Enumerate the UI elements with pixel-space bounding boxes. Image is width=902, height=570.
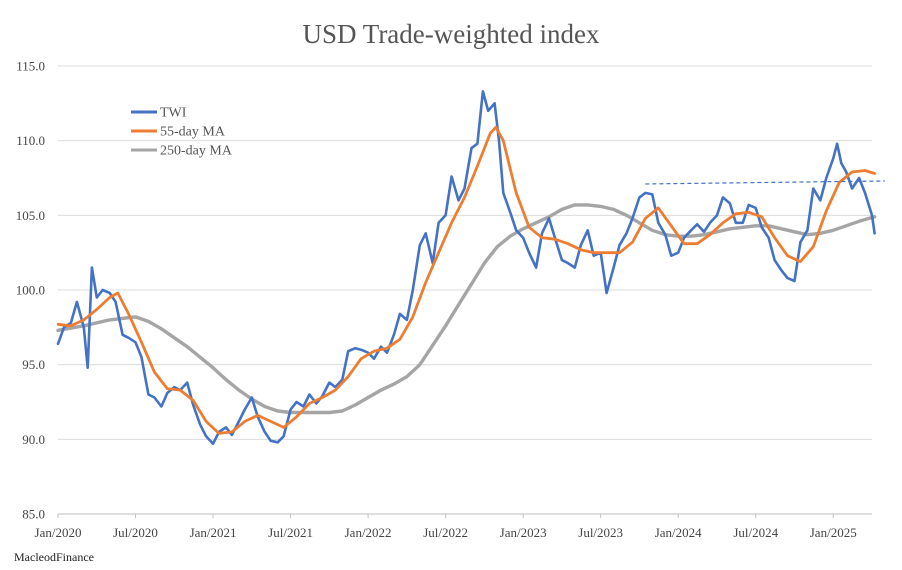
- x-tick-label: Jan/2020: [35, 525, 82, 540]
- legend-label: 250-day MA: [160, 144, 233, 159]
- trendline-dashed: [645, 180, 885, 185]
- y-tick-label: 115.0: [16, 59, 45, 74]
- y-tick-label: 110.0: [16, 133, 45, 148]
- y-tick-label: 85.0: [22, 507, 45, 522]
- legend-label: TWI: [160, 106, 187, 121]
- x-tick-label: Jan/2024: [655, 525, 702, 540]
- series-lines: [56, 90, 877, 446]
- x-tick-label: Jan/2023: [500, 525, 547, 540]
- annotations: [645, 180, 885, 185]
- source-label: MacleodFinance: [14, 550, 94, 564]
- legend: TWI 55-day MA 250-day MA: [131, 106, 233, 159]
- x-axis-labels: Jan/2020 Jul/2020 Jan/2021 Jul/2021 Jan/2022…: [35, 525, 857, 540]
- y-tick-label: 95.0: [22, 357, 45, 372]
- grid-lines: [57, 65, 872, 518]
- x-tick-label: Jul/2022: [423, 525, 468, 540]
- x-tick-label: Jul/2023: [578, 525, 623, 540]
- x-tick-label: Jan/2022: [345, 525, 392, 540]
- y-axis-labels: 85.0 90.0 95.0 100.0 105.0 110.0 115.0: [16, 59, 45, 522]
- x-tick-label: Jan/2025: [810, 525, 857, 540]
- x-tick-label: Jan/2021: [190, 525, 237, 540]
- legend-label: 55-day MA: [160, 125, 226, 140]
- series-line-55-day-ma: [56, 125, 876, 435]
- y-tick-label: 90.0: [22, 432, 45, 447]
- x-tick-label: Jul/2020: [113, 525, 158, 540]
- y-tick-label: 105.0: [16, 208, 45, 223]
- series-line-250-day-ma: [56, 203, 877, 415]
- y-tick-label: 100.0: [16, 283, 45, 298]
- x-tick-label: Jul/2024: [733, 525, 778, 540]
- chart-title: USD Trade-weighted index: [303, 19, 600, 49]
- x-tick-label: Jul/2021: [268, 525, 313, 540]
